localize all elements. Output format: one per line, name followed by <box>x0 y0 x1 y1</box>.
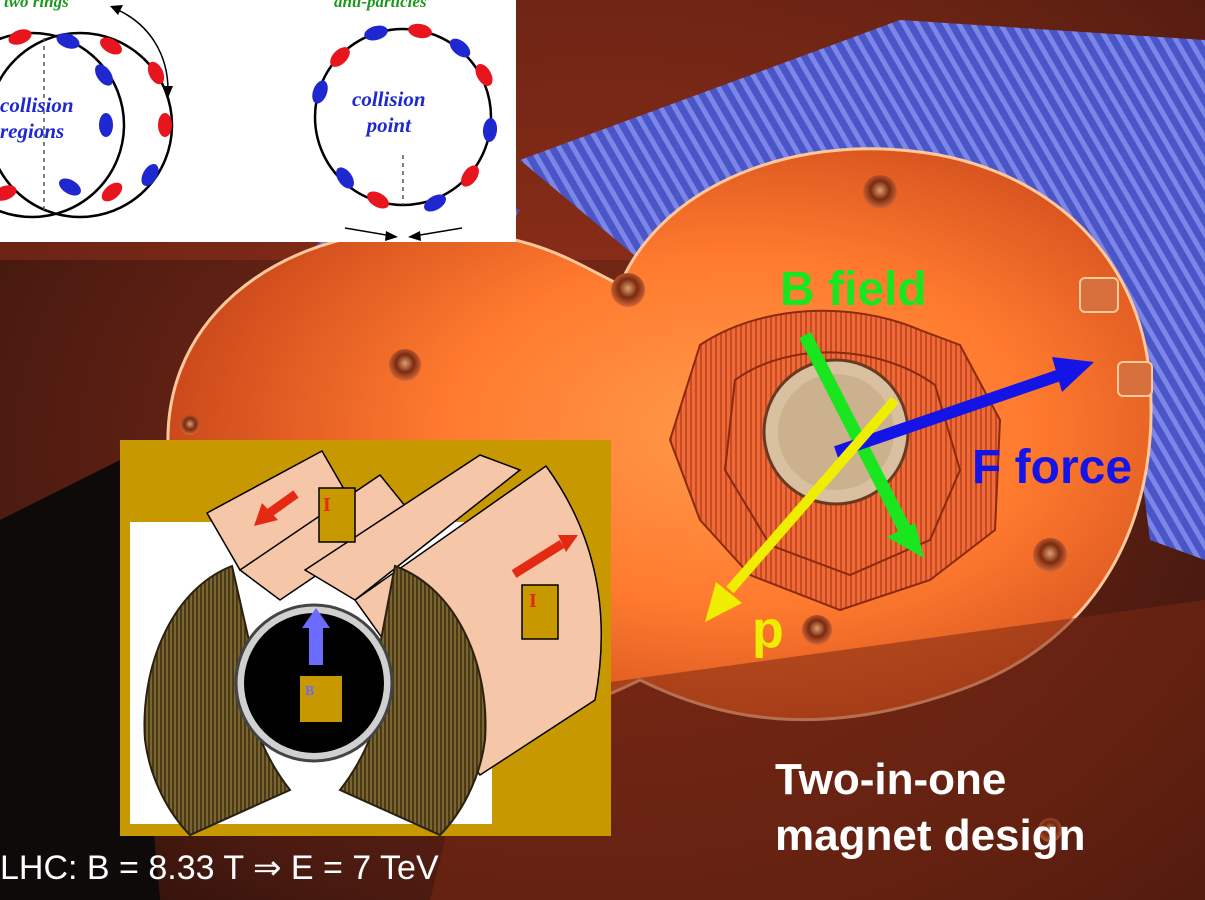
field-label: B <box>305 684 315 699</box>
f-force-label: F force <box>972 441 1133 494</box>
laminations-right <box>1100 120 1205 560</box>
collision-regions-line2: regions <box>0 119 65 143</box>
rings-title-right: anti-particles <box>334 0 427 11</box>
p-arrow <box>726 396 899 594</box>
collision-point-label: collision point <box>352 86 426 138</box>
rings-diagram <box>0 0 516 242</box>
b-field-label: B field <box>780 263 927 316</box>
collision-regions-line1: collision <box>0 93 74 117</box>
rings-title-left: two rings <box>4 0 69 11</box>
collision-regions-label: collision regions <box>0 92 74 144</box>
b-field-arrow <box>799 332 911 533</box>
caption-line1: Two-in-one <box>775 755 1007 804</box>
collision-point-line1: collision <box>352 87 426 111</box>
current-label-2: I <box>529 590 537 612</box>
magnet-cross-section <box>120 440 611 837</box>
f-force-arrow <box>834 369 1062 458</box>
collision-point-line2: point <box>366 113 411 137</box>
magnet-caption: Two-in-one magnet design <box>775 752 1086 864</box>
lhc-equation: LHC: B = 8.33 T ⇒ E = 7 TeV <box>0 849 439 887</box>
caption-line2: magnet design <box>775 811 1086 860</box>
current-label-1: I <box>323 494 331 516</box>
p-label: p <box>752 601 784 659</box>
